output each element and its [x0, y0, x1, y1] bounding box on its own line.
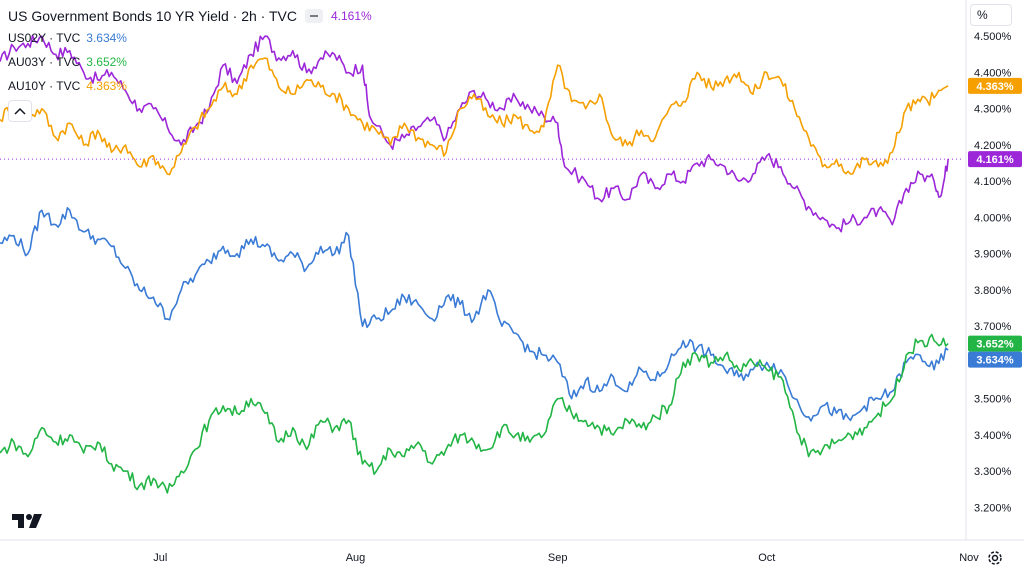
chevron-up-icon: [14, 107, 26, 115]
y-tick-label: 4.100%: [974, 176, 1012, 188]
x-tick-label: Oct: [758, 552, 775, 564]
legend-label: US02Y · TVC: [8, 31, 81, 45]
x-tick-label: Aug: [346, 552, 366, 564]
legend-row-au10y[interactable]: AU10Y · TVC 4.363%: [8, 74, 372, 98]
percent-scale-button[interactable]: %: [970, 4, 1012, 26]
series-line-au10y: [0, 57, 949, 176]
gear-icon[interactable]: [986, 549, 1004, 572]
series-line-au03y: [0, 333, 949, 494]
last-value-badge-us10y: [968, 151, 1022, 168]
y-tick-label: 3.400%: [974, 430, 1012, 442]
y-tick-label: 3.500%: [974, 394, 1012, 406]
last-value-badge-au10y: [968, 77, 1022, 94]
last-value-badge-au03y: [968, 335, 1022, 352]
legend-label: AU10Y · TVC: [8, 79, 81, 93]
last-value-label-au03y: 3.652%: [976, 339, 1014, 351]
legend: US Government Bonds 10 YR Yield · 2h · T…: [8, 6, 372, 98]
x-tick-label: Nov: [959, 552, 979, 564]
tradingview-logo-icon[interactable]: [12, 512, 44, 535]
y-tick-label: 4.000%: [974, 212, 1012, 224]
legend-row-au03y[interactable]: AU03Y · TVC 3.652%: [8, 50, 372, 74]
y-tick-label: 3.700%: [974, 321, 1012, 333]
series-line-us10y: [0, 34, 949, 233]
y-tick-label: 3.900%: [974, 249, 1012, 261]
y-tick-label: 3.200%: [974, 502, 1012, 514]
legend-label: AU03Y · TVC: [8, 55, 81, 69]
y-tick-label: 4.200%: [974, 140, 1012, 152]
x-tick-label: Sep: [548, 552, 568, 564]
y-tick-label: 4.300%: [974, 104, 1012, 116]
legend-collapse-button[interactable]: [8, 100, 32, 122]
last-value-badge-us02y: [968, 351, 1022, 368]
percent-scale-label: %: [977, 8, 988, 22]
last-value-label-us10y: 4.161%: [976, 154, 1014, 166]
logo-shape: [12, 514, 42, 528]
legend-main-title: US Government Bonds 10 YR Yield · 2h · T…: [8, 8, 297, 24]
gear-shape: [988, 551, 1002, 565]
series-line-us02y: [0, 207, 949, 422]
y-tick-label: 4.400%: [974, 67, 1012, 79]
y-tick-label: 3.300%: [974, 466, 1012, 478]
last-value-label-au10y: 4.363%: [976, 81, 1014, 93]
legend-value: 4.363%: [86, 79, 127, 93]
legend-value: 3.634%: [86, 31, 127, 45]
legend-main-row[interactable]: US Government Bonds 10 YR Yield · 2h · T…: [8, 6, 372, 26]
last-value-label-us02y: 3.634%: [976, 355, 1014, 367]
legend-main-value: 4.161%: [330, 9, 372, 23]
y-tick-label: 3.800%: [974, 285, 1012, 297]
legend-row-us02y[interactable]: US02Y · TVC 3.634%: [8, 26, 372, 50]
legend-value: 3.652%: [86, 55, 127, 69]
legend-hide-icon[interactable]: [304, 9, 323, 23]
y-tick-label: 4.500%: [974, 31, 1012, 43]
x-tick-label: Jul: [153, 552, 167, 564]
